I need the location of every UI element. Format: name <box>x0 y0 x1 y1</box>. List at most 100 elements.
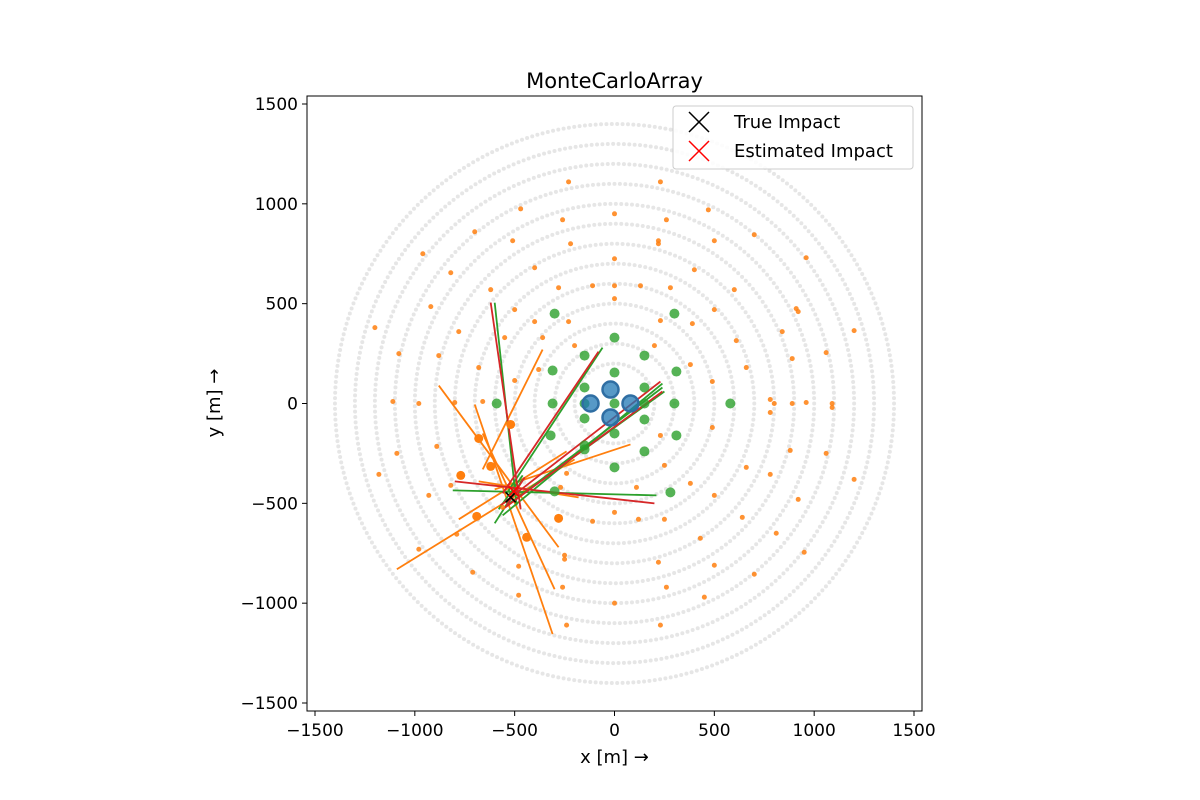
ring-dot <box>803 293 808 298</box>
ring-dot <box>383 279 388 284</box>
ring-dot <box>891 417 896 422</box>
ring-dot <box>878 316 883 321</box>
ring-dot <box>869 439 874 444</box>
ring-dot <box>703 359 708 364</box>
ring-dot <box>667 230 672 235</box>
ring-dot <box>354 371 359 376</box>
ring-dot <box>612 521 617 526</box>
y-tick-label: −1000 <box>240 594 298 614</box>
ring-dot <box>563 656 568 661</box>
ring-dot <box>803 577 808 582</box>
ring-dot <box>586 223 591 228</box>
ring-dot <box>816 561 821 566</box>
ring-dot <box>574 414 579 419</box>
ring-dot <box>461 242 466 247</box>
ring-dot <box>767 556 772 561</box>
ring-dot <box>660 187 665 192</box>
ring-dot <box>371 304 376 309</box>
ring-dot <box>628 520 633 525</box>
ring-dot <box>559 188 564 193</box>
ring-dot <box>560 573 565 578</box>
ring-dot <box>521 556 526 561</box>
ring-dot <box>546 301 551 306</box>
ring-dot <box>494 422 499 427</box>
ring-dot <box>592 202 597 207</box>
ring-dot <box>394 428 399 433</box>
ring-dot <box>373 299 378 304</box>
ring-dot <box>658 677 663 682</box>
ring-dot <box>729 374 734 379</box>
ring-dot <box>506 310 511 315</box>
ring-dot <box>872 401 877 406</box>
ring-dot <box>516 249 521 254</box>
ring-dot <box>757 507 762 512</box>
sst-point <box>612 509 617 515</box>
ring-dot <box>825 510 830 515</box>
ring-dot <box>584 143 589 148</box>
ring-dot <box>757 592 762 597</box>
ring-dot <box>635 203 640 208</box>
ring-dot <box>374 425 379 430</box>
ring-dot <box>424 514 429 519</box>
ring-dot <box>726 289 731 294</box>
ring-dot <box>359 457 364 462</box>
ring-dot <box>852 501 857 506</box>
ring-dot <box>778 469 783 474</box>
ring-dot <box>619 601 624 606</box>
ring-dot <box>605 641 610 646</box>
ring-dot <box>520 224 525 229</box>
sst-point <box>773 530 779 536</box>
ring-dot <box>671 455 676 460</box>
ring-dot <box>545 234 550 239</box>
sst-point <box>635 516 641 522</box>
ring-dot <box>627 162 632 167</box>
ring-dot <box>397 444 402 449</box>
x-tick-label: −1000 <box>386 721 444 741</box>
ring-dot <box>497 191 502 196</box>
ring-dot <box>647 124 652 129</box>
ring-dot <box>639 305 644 310</box>
ring-dot <box>609 341 614 346</box>
ring-dot <box>546 501 551 506</box>
ring-dot <box>624 222 629 227</box>
ring-dot <box>495 374 500 379</box>
ring-dot <box>831 379 836 384</box>
ring-dot <box>768 369 773 374</box>
ring-dot <box>443 204 448 209</box>
ring-dot <box>481 451 486 456</box>
ring-dot <box>620 680 625 685</box>
ring-dot <box>678 278 683 283</box>
ring-dot <box>513 417 518 422</box>
ring-dot <box>508 595 513 600</box>
ring-dot <box>461 560 466 565</box>
ring-dot <box>503 544 508 549</box>
ring-dot <box>550 570 555 575</box>
sst-point <box>823 450 829 456</box>
ring-dot <box>748 204 753 209</box>
ring-dot <box>644 496 649 501</box>
ring-dot <box>427 249 432 254</box>
ring-dot <box>578 164 583 169</box>
ring-dot <box>843 520 848 525</box>
ring-dot <box>378 350 383 355</box>
ring-dot <box>699 318 704 323</box>
ring-dot <box>380 462 385 467</box>
ring-dot <box>495 147 500 152</box>
ring-dot <box>705 622 710 627</box>
ring-dot <box>675 653 680 658</box>
ring-dot <box>402 465 407 470</box>
ring-dot <box>617 181 622 186</box>
ring-dot <box>861 327 866 332</box>
ring-dot <box>425 472 430 477</box>
ring-dot <box>367 267 372 272</box>
ring-dot <box>564 187 569 192</box>
ring-dot <box>616 141 621 146</box>
ring-dot <box>767 610 772 615</box>
ring-dot <box>411 596 416 601</box>
ring-dot <box>490 150 495 155</box>
ring-dot <box>441 457 446 462</box>
ring-dot <box>782 262 787 267</box>
ring-dot <box>468 262 473 267</box>
ring-dot <box>843 558 848 563</box>
ring-dot <box>438 446 443 451</box>
